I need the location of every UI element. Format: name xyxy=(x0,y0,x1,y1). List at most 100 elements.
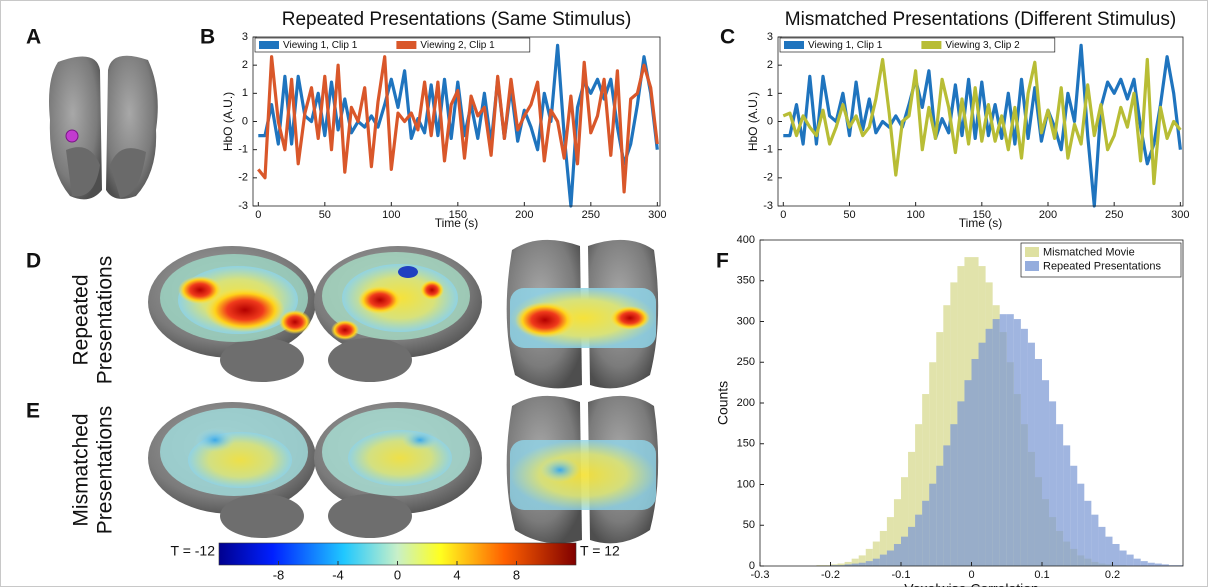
legend: Viewing 1, Clip 1 Viewing 2, Clip 1 xyxy=(254,37,531,53)
histogram-bar xyxy=(1042,380,1050,566)
histogram-bar xyxy=(1063,445,1071,566)
y-tick-label: 1 xyxy=(767,87,773,99)
histogram-bar xyxy=(1006,314,1014,566)
colorbar-tick-label: -8 xyxy=(273,567,285,582)
legend-swatch xyxy=(784,41,804,49)
legend-box xyxy=(779,37,1056,53)
y-tick-label: 1 xyxy=(242,87,248,99)
histogram-bar xyxy=(964,380,972,566)
x-tick-label: 100 xyxy=(906,209,924,221)
plot: Mismatched Presentations (Different Stim… xyxy=(746,9,1189,230)
histogram-bar xyxy=(985,328,993,566)
histogram-bar xyxy=(1049,401,1057,566)
legend-label: Viewing 1, Clip 1 xyxy=(283,40,358,51)
histogram-bar xyxy=(858,555,866,566)
brains-d xyxy=(148,239,659,389)
histogram-bar xyxy=(943,445,951,566)
legend-swatch xyxy=(396,41,417,49)
y-tick-label: 2 xyxy=(767,59,773,71)
x-tick-label: 250 xyxy=(1105,209,1123,221)
histogram-bar xyxy=(830,565,838,566)
histogram-bar xyxy=(879,530,887,566)
histogram-bar xyxy=(999,314,1007,566)
histogram-bar xyxy=(1105,536,1113,566)
y-tick-label: -3 xyxy=(238,200,248,212)
x-tick-label: 50 xyxy=(319,209,331,221)
panel-label: F xyxy=(716,250,729,273)
histogram-bar xyxy=(908,526,916,566)
legend-swatch xyxy=(921,41,942,49)
x-tick-label: 200 xyxy=(515,209,533,221)
y-axis-label: HbO (A.U.) xyxy=(746,92,760,151)
histogram-bar xyxy=(922,500,930,566)
legend-label: Viewing 3, Clip 2 xyxy=(945,40,1020,51)
y-axis-label: HbO (A.U.) xyxy=(221,92,235,151)
brains-e xyxy=(148,395,659,544)
legend: Viewing 1, Clip 1 Viewing 3, Clip 2 xyxy=(779,37,1056,53)
x-tick-label: 150 xyxy=(973,209,991,221)
legend-label: Mismatched Movie xyxy=(1043,246,1135,258)
histogram-bar xyxy=(858,562,866,566)
y-tick-label: -3 xyxy=(763,200,773,212)
x-axis-label: Time (s) xyxy=(435,216,479,230)
histogram-bar xyxy=(1168,565,1176,566)
y-tick-label: -1 xyxy=(238,144,248,156)
plot: Repeated Presentations (Same Stimulus) 0 5… xyxy=(221,9,666,230)
y-tick-label: 50 xyxy=(743,519,755,531)
histogram-bar xyxy=(1140,561,1148,566)
histogram-bar xyxy=(943,305,951,566)
y-tick-label: 300 xyxy=(737,315,755,327)
y-tick-label: 400 xyxy=(737,234,755,246)
x-tick-label: 0.1 xyxy=(1034,569,1049,581)
histogram-bar xyxy=(1020,328,1028,566)
panel-label: E xyxy=(26,400,40,423)
histogram-bar xyxy=(893,499,901,566)
histogram-bar xyxy=(922,394,930,566)
legend-swatch xyxy=(1025,261,1039,271)
x-tick-label: 0.2 xyxy=(1105,569,1120,581)
legend-swatch xyxy=(1025,247,1039,257)
histogram-bar xyxy=(1133,558,1141,566)
histogram-bar xyxy=(908,451,916,566)
histogram-bar xyxy=(872,541,880,566)
histogram-bar xyxy=(886,550,894,566)
legend-box xyxy=(254,37,531,53)
x-tick-label: 0 xyxy=(255,209,261,221)
y-tick-label: -1 xyxy=(763,144,773,156)
x-axis-label: Voxelwise Correlation xyxy=(904,581,1039,587)
y-tick-label: 150 xyxy=(737,438,755,450)
histogram-bar xyxy=(915,424,923,566)
histogram-bar xyxy=(1077,483,1085,566)
histogram-bar xyxy=(851,558,859,566)
series-line xyxy=(258,43,659,208)
histogram-bar xyxy=(865,561,873,566)
x-tick-label: 0 xyxy=(780,209,786,221)
colorbar-tick-label: 0 xyxy=(394,567,401,582)
plot-area xyxy=(253,37,660,206)
histogram-bar xyxy=(1161,564,1169,566)
x-axis-label: Time (s) xyxy=(959,216,1003,230)
y-tick-label: 3 xyxy=(767,31,773,43)
x-tick-label: 200 xyxy=(1039,209,1057,221)
legend-label: Viewing 2, Clip 1 xyxy=(420,40,495,51)
brain-a xyxy=(49,55,158,200)
y-tick-label: 0 xyxy=(749,560,755,572)
histogram-bar xyxy=(901,536,909,566)
y-axis-label: Counts xyxy=(715,381,731,425)
histogram-bar xyxy=(865,548,873,566)
y-tick-label: 350 xyxy=(737,275,755,287)
histogram-bar xyxy=(872,558,880,566)
y-tick-label: 100 xyxy=(737,478,755,490)
plot: -0.3 -0.2 -0.1 0 0.1 0.2 0 50 100 150 200 250 300 350… xyxy=(715,234,1184,587)
panel-label: B xyxy=(200,26,215,49)
series-line xyxy=(783,43,1182,208)
histogram-bar xyxy=(1091,514,1099,566)
panel-label: A xyxy=(26,26,41,49)
y-tick-label: -2 xyxy=(238,172,248,184)
x-tick-label: 100 xyxy=(382,209,400,221)
histogram-bar xyxy=(1154,563,1162,566)
legend-swatch xyxy=(259,41,279,49)
histogram-bar xyxy=(1013,319,1021,566)
legend-box xyxy=(1020,242,1182,278)
